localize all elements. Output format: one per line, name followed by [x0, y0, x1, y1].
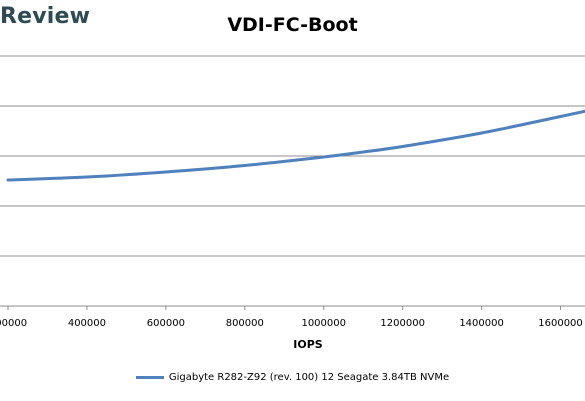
legend: Gigabyte R282-Z92 (rev. 100) 12 Seagate … [0, 372, 585, 383]
x-tick-label: 400000 [68, 318, 106, 329]
x-tick-label: 1400000 [459, 318, 504, 329]
x-tick-label: 1000000 [301, 318, 346, 329]
gridlines [0, 55, 585, 257]
x-tick-label: 1200000 [380, 318, 425, 329]
x-tick-labels: 200000 400000 600000 800000 1000000 1200000 14… [0, 318, 583, 329]
series-line [6, 109, 585, 182]
x-tick-label: 800000 [226, 318, 264, 329]
x-axis [0, 305, 585, 310]
x-tick-label: 600000 [147, 318, 185, 329]
legend-label: Gigabyte R282-Z92 (rev. 100) 12 Seagate … [168, 372, 450, 383]
x-tick-label: 200000 [0, 318, 27, 329]
x-tick-label: 1600000 [538, 318, 583, 329]
series-layer [6, 109, 585, 182]
brand-logo-text: Review [0, 4, 91, 29]
x-axis-label: IOPS [293, 338, 323, 351]
legend-swatch [135, 376, 164, 379]
chart-title: VDI-FC-Boot [227, 14, 358, 36]
